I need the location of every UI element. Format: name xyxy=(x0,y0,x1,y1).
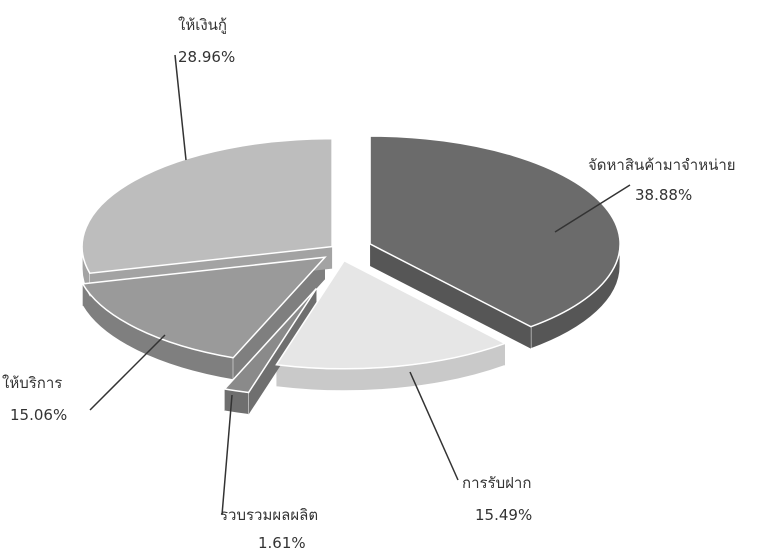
slice-label-procurement: จัดหาสินค้ามาจำหน่าย xyxy=(588,156,736,174)
slice-value-collection: 1.61% xyxy=(258,534,306,552)
pie-slices xyxy=(81,135,621,394)
slice-deposit xyxy=(275,259,507,370)
slice-collection xyxy=(223,288,317,394)
slice-loans xyxy=(81,137,333,275)
slice-value-deposit: 15.49% xyxy=(475,506,532,524)
slice-label-collection: รวบรวมผลผลิต xyxy=(220,506,318,524)
slice-label-loans: ให้เงินกู้ xyxy=(178,16,227,34)
leader-line-services xyxy=(89,334,166,411)
slice-value-procurement: 38.88% xyxy=(635,186,692,204)
leader-line-deposit xyxy=(409,371,459,481)
slice-value-services: 15.06% xyxy=(10,406,67,424)
slice-wall-procurement-1 xyxy=(370,243,531,349)
leader-lines xyxy=(89,54,631,516)
slice-value-loans: 28.96% xyxy=(178,48,235,66)
slice-services xyxy=(81,256,327,359)
slice-label-deposit: การรับฝาก xyxy=(462,474,531,492)
leader-line-procurement xyxy=(554,184,631,233)
leader-line-loans xyxy=(174,54,187,161)
leader-line-collection xyxy=(221,394,233,516)
slice-wall-services-0 xyxy=(233,257,325,380)
slice-label-services: ให้บริการ xyxy=(2,374,62,392)
slice-procurement xyxy=(369,135,621,328)
